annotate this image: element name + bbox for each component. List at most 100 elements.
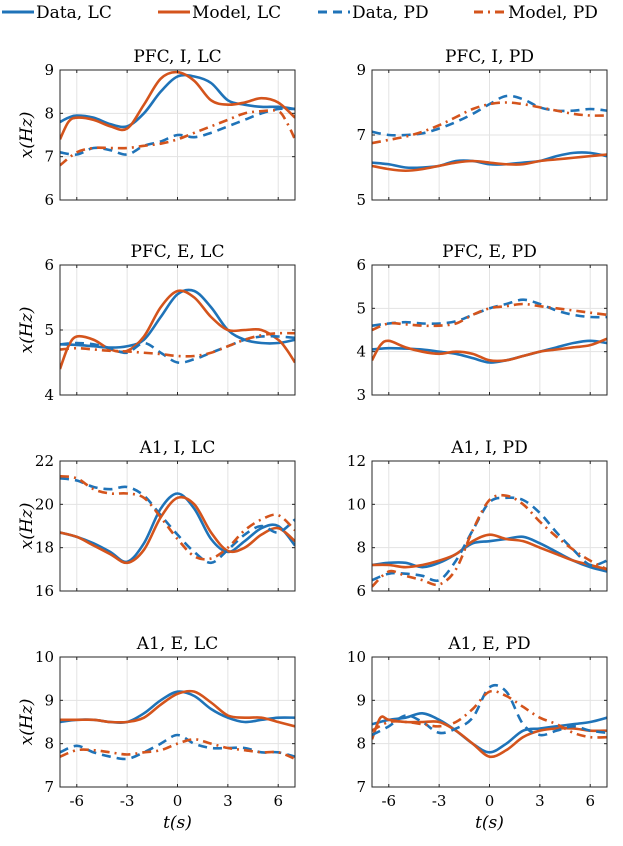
- series-line-model-pd: [372, 101, 607, 145]
- y-tick-label: 18: [35, 539, 54, 557]
- panel-title: PFC, E, LC: [131, 242, 225, 262]
- y-axis-label: x(Hz): [17, 699, 37, 746]
- panel-title: A1, E, PD: [447, 634, 530, 654]
- series-group: [60, 474, 295, 565]
- x-tick-label: 3: [535, 792, 545, 810]
- series-group: [60, 70, 295, 167]
- y-tick-label: 7: [356, 778, 366, 796]
- series-line-model-pd: [60, 108, 295, 167]
- y-axis-label: x(Hz): [17, 307, 37, 354]
- x-tick-label: -6: [381, 792, 396, 810]
- y-tick-label: 6: [356, 256, 366, 274]
- y-tick-label: 5: [44, 321, 54, 339]
- legend-label-model-lc: Model, LC: [192, 3, 281, 23]
- panel-a1-e-lc: 7 8 9 10 -6 -3 0 3 6 A1, E, LC x(Hz) t(s): [17, 634, 296, 833]
- x-tick-label: -6: [69, 792, 84, 810]
- y-tick-label: 6: [44, 256, 54, 274]
- legend-entry-model-lc: Model, LC: [158, 3, 281, 23]
- legend-label-data-pd: Data, PD: [352, 3, 429, 23]
- series-line-data-lc: [372, 712, 607, 754]
- x-tick-label: 3: [223, 792, 233, 810]
- legend-label-data-lc: Data, LC: [36, 3, 112, 23]
- series-line-data-pd: [372, 298, 607, 327]
- y-tick-label: 3: [356, 386, 366, 404]
- y-tick-label: 7: [44, 778, 54, 796]
- series-line-model-lc: [372, 533, 607, 571]
- y-tick-label: 9: [44, 691, 54, 709]
- x-tick-label: 6: [585, 792, 595, 810]
- y-tick-label: 6: [44, 191, 54, 209]
- panel-pfc-i-pd: 5 7 9 PFC, I, PD: [356, 47, 608, 209]
- series-group: [372, 94, 607, 173]
- x-tick-label: 0: [485, 792, 495, 810]
- y-tick-label: 10: [35, 648, 54, 666]
- x-tick-label: 0: [173, 792, 183, 810]
- legend-entry-data-pd: Data, PD: [318, 3, 429, 23]
- x-axis-label: t(s): [475, 813, 504, 833]
- x-tick-label: -3: [432, 792, 447, 810]
- series-line-data-pd: [60, 107, 295, 156]
- y-tick-label: 5: [356, 299, 366, 317]
- series-line-model-pd: [372, 493, 607, 588]
- y-tick-label: 8: [44, 735, 54, 753]
- y-tick-label: 9: [356, 61, 366, 79]
- series-group: [372, 493, 607, 588]
- series-line-data-lc: [60, 492, 295, 564]
- series-line-model-lc: [60, 289, 295, 370]
- panel-pfc-e-lc: 4 5 6 PFC, E, LC x(Hz): [17, 242, 296, 404]
- series-group: [60, 288, 295, 370]
- y-tick-label: 16: [35, 582, 54, 600]
- y-tick-label: 22: [35, 452, 54, 470]
- series-line-data-pd: [60, 477, 295, 565]
- legend-entry-model-pd: Model, PD: [474, 3, 598, 23]
- series-line-data-pd: [372, 94, 607, 137]
- series-group: [372, 683, 607, 759]
- panel-a1-i-pd: 6 8 10 12 A1, I, PD: [347, 438, 608, 600]
- y-tick-label: 8: [356, 735, 366, 753]
- panel-title: A1, I, LC: [139, 438, 216, 458]
- series-group: [372, 298, 607, 364]
- legend: Data, LC Model, LC Data, PD Model, PD: [2, 3, 598, 23]
- x-tick-label: 6: [273, 792, 283, 810]
- panel-title: PFC, I, LC: [133, 47, 221, 67]
- y-tick-label: 9: [356, 691, 366, 709]
- panel-a1-i-lc: 16 18 20 22 A1, I, LC x(Hz): [17, 438, 296, 600]
- panel-a1-e-pd: 7 8 9 10 -6 -3 0 3 6 A1, E, PD t(s): [347, 634, 608, 833]
- y-tick-label: 4: [44, 386, 54, 404]
- panel-pfc-i-lc: 6 7 8 9 PFC, I, LC x(Hz): [17, 47, 296, 209]
- series-line-data-pd: [60, 733, 295, 761]
- y-tick-label: 10: [347, 495, 366, 513]
- series-line-model-lc: [60, 70, 295, 140]
- series-line-model-pd: [60, 738, 295, 761]
- y-tick-label: 9: [44, 61, 54, 79]
- y-axis-label: x(Hz): [17, 112, 37, 159]
- series-line-model-lc: [372, 153, 607, 173]
- y-tick-label: 7: [356, 126, 366, 144]
- panel-title: A1, E, LC: [136, 634, 218, 654]
- y-axis-label: x(Hz): [17, 503, 37, 550]
- series-line-data-lc: [372, 151, 607, 170]
- x-tick-label: -3: [120, 792, 135, 810]
- panel-title: PFC, E, PD: [442, 242, 537, 262]
- y-tick-label: 7: [44, 148, 54, 166]
- series-line-model-pd: [372, 689, 607, 739]
- series-line-data-pd: [60, 334, 295, 365]
- series-line-model-lc: [372, 337, 607, 363]
- panel-title: A1, I, PD: [450, 438, 528, 458]
- y-tick-label: 8: [356, 539, 366, 557]
- y-tick-label: 10: [347, 648, 366, 666]
- series-line-model-pd: [60, 474, 295, 561]
- legend-label-model-pd: Model, PD: [508, 3, 598, 23]
- panel-pfc-e-pd: 3 4 5 6 PFC, E, PD: [356, 242, 608, 404]
- series-line-data-lc: [60, 288, 295, 349]
- series-line-data-lc: [60, 73, 295, 129]
- x-axis-label: t(s): [163, 813, 192, 833]
- series-line-model-lc: [60, 689, 295, 728]
- y-tick-label: 12: [347, 452, 366, 470]
- legend-entry-data-lc: Data, LC: [2, 3, 112, 23]
- y-tick-label: 4: [356, 343, 366, 361]
- series-line-data-pd: [372, 683, 607, 737]
- y-tick-label: 20: [35, 495, 54, 513]
- panels: 6 7 8 9 PFC, I, LC x(Hz) 5 7 9 PFC, I, PD 4 5 6 PFC, …: [17, 47, 608, 833]
